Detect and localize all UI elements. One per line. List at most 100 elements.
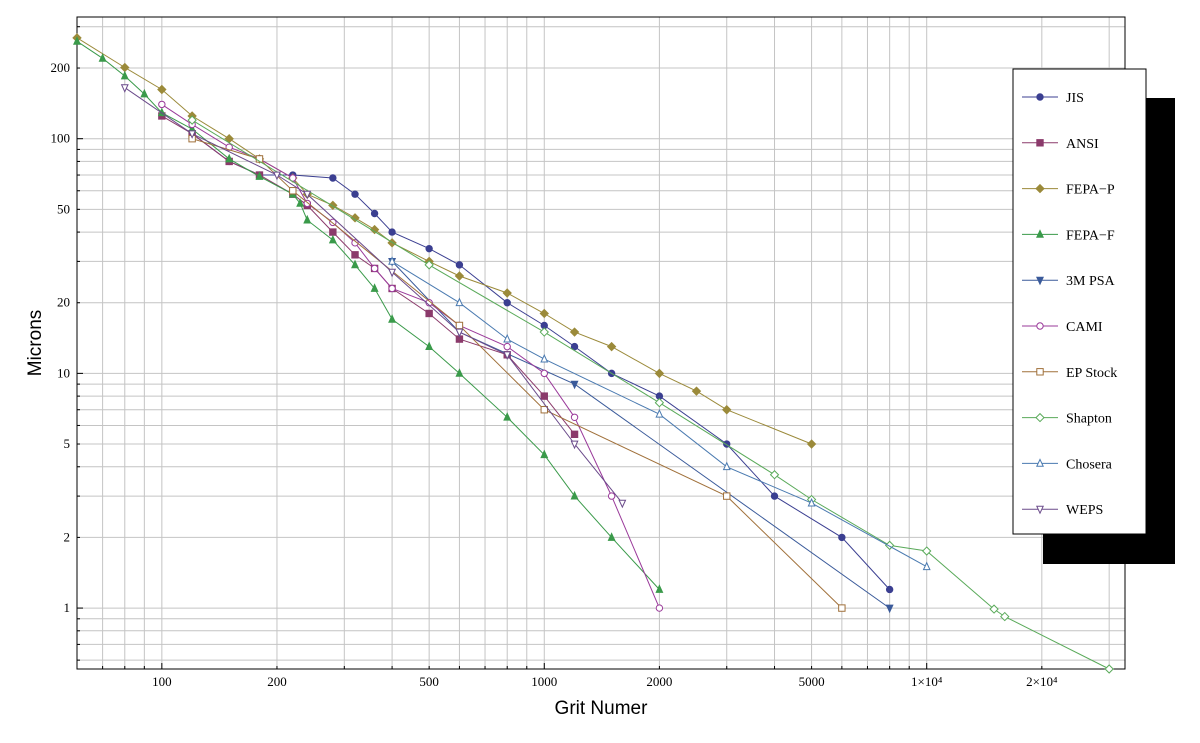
legend-item: JIS — [1022, 91, 1084, 106]
data-point — [570, 440, 579, 450]
series-line — [391, 260, 927, 568]
series-weps — [120, 84, 627, 509]
data-point — [157, 84, 167, 95]
data-point — [140, 88, 149, 98]
y-axis-title: Microns — [25, 310, 46, 377]
data-point — [296, 198, 305, 207]
data-point — [655, 604, 664, 612]
data-point — [503, 412, 512, 421]
legend-marker — [1036, 139, 1044, 147]
x-tick-label: 200 — [267, 674, 287, 689]
legend-label: EP Stock — [1066, 366, 1117, 381]
legend-marker — [1036, 458, 1044, 467]
data-point — [350, 213, 360, 223]
legend-marker — [1036, 505, 1044, 515]
legend-label: JIS — [1066, 91, 1084, 106]
legend-label: WEPS — [1066, 503, 1103, 518]
series-shapton — [187, 115, 1114, 674]
data-point — [723, 492, 731, 500]
data-point — [570, 342, 579, 351]
series-line — [161, 115, 575, 435]
legend-marker — [1035, 412, 1045, 423]
data-point — [425, 341, 434, 351]
data-point — [370, 283, 379, 292]
data-point — [370, 264, 379, 273]
data-point — [388, 314, 397, 323]
legend-label: FEPA−F — [1066, 228, 1115, 243]
y-tick-label: 20 — [57, 295, 70, 310]
x-tick-label: 2000 — [646, 674, 672, 689]
data-point — [503, 333, 512, 343]
legend-label: CAMI — [1066, 320, 1103, 335]
data-point — [351, 251, 359, 259]
data-point — [188, 130, 197, 139]
data-point — [502, 288, 512, 298]
series-chosera — [388, 256, 931, 571]
data-point — [569, 327, 580, 337]
data-point — [503, 351, 512, 360]
data-point — [503, 299, 511, 307]
series-line — [391, 261, 890, 609]
data-point — [370, 209, 379, 218]
data-point — [388, 228, 396, 236]
y-tick-label: 2 — [64, 529, 71, 544]
data-point — [455, 328, 464, 338]
axis-ticks: 100 200 500 1000 2000 5000 1×10⁴ 2×10⁴ 1 2 5 10 20 50… — [51, 26, 1110, 689]
data-point — [369, 224, 380, 235]
data-point — [691, 386, 702, 396]
data-point — [570, 430, 579, 439]
series-lines — [72, 33, 1114, 674]
data-point — [539, 308, 549, 319]
legend-label: 3M PSA — [1066, 274, 1116, 289]
grid — [76, 17, 1125, 669]
data-point — [607, 532, 616, 541]
data-point — [120, 62, 130, 73]
data-point — [1104, 664, 1114, 674]
x-tick-label: 1×10⁴ — [911, 674, 943, 689]
series-fepa-p — [72, 33, 817, 449]
series-line — [161, 103, 660, 609]
data-point — [98, 53, 107, 62]
data-point — [540, 406, 548, 414]
legend-item: Chosera — [1022, 457, 1113, 472]
data-point — [885, 585, 894, 594]
data-point — [922, 561, 931, 571]
legend-item: WEPS — [1022, 503, 1103, 518]
legend-item: FEPA−F — [1022, 228, 1115, 243]
data-point — [618, 499, 627, 509]
data-point — [989, 604, 999, 614]
plot-frame — [76, 16, 1126, 670]
data-point — [425, 244, 433, 253]
x-tick-label: 2×10⁴ — [1026, 674, 1058, 689]
data-point — [272, 171, 281, 181]
data-point — [921, 546, 932, 556]
data-point — [722, 461, 731, 471]
legend-item: Shapton — [1022, 412, 1112, 427]
data-point — [289, 187, 297, 195]
data-point — [654, 368, 665, 379]
data-point — [540, 353, 549, 363]
x-tick-label: 1000 — [531, 674, 557, 689]
data-point — [120, 84, 129, 93]
legend-item: ANSI — [1022, 137, 1099, 152]
data-point — [351, 259, 360, 269]
data-point — [838, 533, 846, 542]
data-point — [158, 100, 166, 109]
y-tick-label: 100 — [51, 131, 71, 146]
x-axis-title: Grit Numer — [555, 698, 649, 719]
legend-marker — [1036, 276, 1044, 286]
x-tick-label: 100 — [152, 674, 172, 689]
data-point — [187, 115, 197, 125]
series-cami — [158, 100, 664, 612]
data-point — [455, 368, 464, 377]
data-point — [654, 397, 665, 408]
data-point — [388, 268, 397, 278]
data-point — [540, 449, 549, 459]
legend-marker — [1036, 322, 1044, 330]
legend-marker — [1036, 229, 1044, 238]
y-tick-label: 200 — [51, 60, 71, 75]
x-tick-label: 500 — [419, 674, 439, 689]
data-point — [329, 228, 337, 236]
legend-item: 3M PSA — [1022, 274, 1116, 289]
